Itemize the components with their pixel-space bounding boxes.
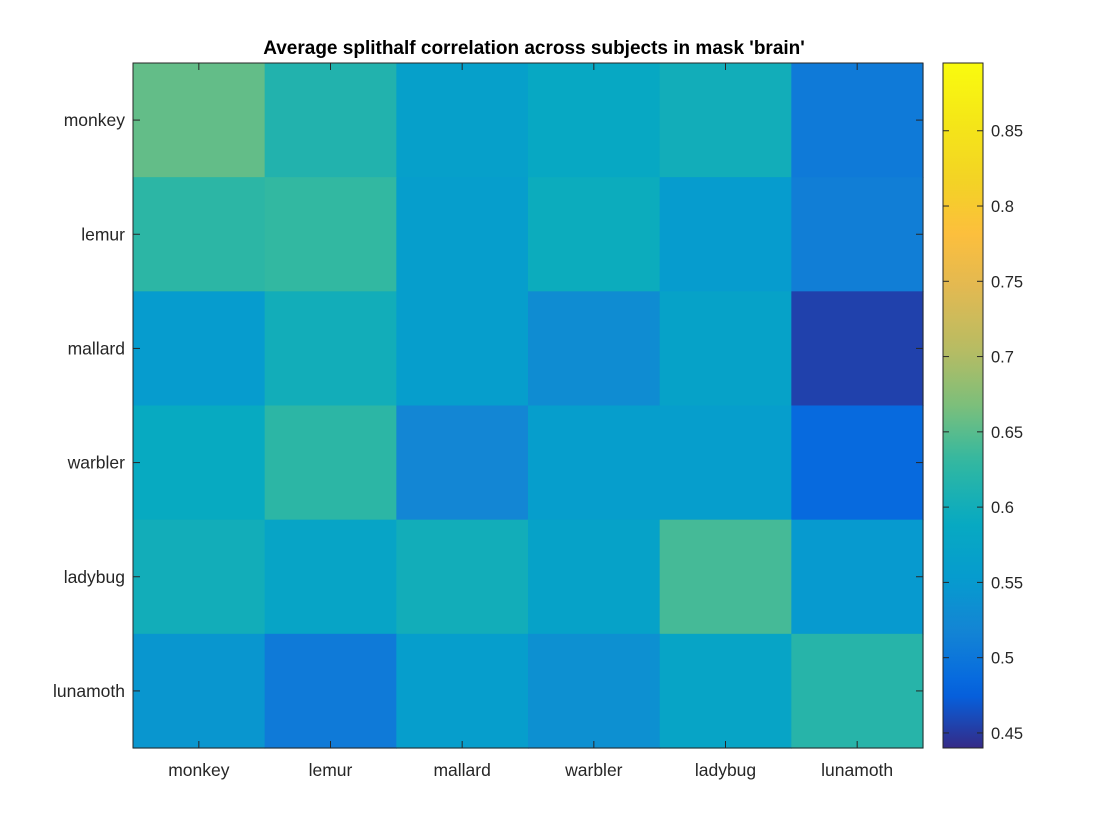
heatmap-cell	[791, 291, 924, 407]
plot-frame	[132, 62, 924, 749]
heatmap-cell	[133, 177, 266, 292]
y-tick-label: lunamoth	[53, 681, 125, 701]
colorbar-tick-label: 0.8	[991, 198, 1014, 216]
heatmap-cell	[133, 291, 266, 407]
heatmap-cell	[396, 63, 529, 178]
heatmap-cell	[133, 519, 266, 635]
colorbar-tick-label: 0.45	[991, 725, 1023, 743]
colorbar-tick-label: 0.5	[991, 650, 1014, 668]
colorbar-tick-label: 0.75	[991, 273, 1023, 291]
heatmap-cell	[264, 291, 397, 407]
colorbar-tick-label: 0.55	[991, 574, 1023, 592]
heatmap-cell	[791, 633, 924, 749]
x-tick-label: mallard	[433, 760, 490, 780]
heatmap-cell	[396, 405, 529, 521]
heatmap-cell	[659, 405, 792, 521]
heatmap-cell	[791, 63, 924, 178]
heatmap-cell	[528, 291, 661, 407]
colorbar	[943, 63, 983, 748]
colorbar-frame	[942, 62, 984, 749]
y-axis-ticks: monkey lemur mallard warbler ladybug lunamoth	[53, 110, 923, 701]
x-tick-label: lemur	[309, 760, 353, 780]
x-tick-label: ladybug	[695, 760, 756, 780]
heatmap-cell	[791, 519, 924, 635]
colorbar-tick-label: 0.85	[991, 123, 1023, 141]
x-axis-ticks: monkey lemur mallard warbler ladybug lunamoth	[168, 63, 893, 780]
heatmap-cell	[528, 519, 661, 635]
heatmap-cell	[133, 633, 266, 749]
heatmap-cell	[659, 519, 792, 635]
x-tick-label: monkey	[168, 760, 230, 780]
x-tick-label: lunamoth	[821, 760, 893, 780]
heatmap-cell	[264, 519, 397, 635]
x-tick-label: warbler	[564, 760, 623, 780]
heatmap-cell	[396, 291, 529, 407]
colorbar-tick-label: 0.7	[991, 349, 1014, 367]
heatmap-cell	[659, 63, 792, 178]
heatmap-cell	[396, 177, 529, 292]
heatmap-cell	[264, 405, 397, 521]
heatmap-cell	[528, 633, 661, 749]
heatmap-cells	[133, 63, 924, 749]
heatmap-cell	[396, 633, 529, 749]
heatmap-cell	[791, 177, 924, 292]
heatmap-cell	[659, 291, 792, 407]
heatmap-cell	[659, 633, 792, 749]
heatmap-cell	[133, 405, 266, 521]
y-tick-label: mallard	[68, 338, 125, 358]
heatmap-cell	[133, 63, 266, 178]
y-tick-label: monkey	[64, 110, 126, 130]
heatmap-cell	[791, 405, 924, 521]
colorbar-tick-label: 0.6	[991, 499, 1014, 517]
y-tick-label: lemur	[81, 224, 125, 244]
heatmap-cell	[264, 633, 397, 749]
chart-title: Average splithalf correlation across sub…	[263, 38, 805, 59]
heatmap-cell	[264, 177, 397, 292]
y-tick-label: warbler	[67, 453, 126, 473]
colorbar-tick-label: 0.65	[991, 424, 1023, 442]
heatmap-cell	[528, 177, 661, 292]
heatmap-cell	[264, 63, 397, 178]
heatmap-cell	[528, 405, 661, 521]
heatmap-cell	[528, 63, 661, 178]
heatmap-cell	[659, 177, 792, 292]
heatmap-cell	[396, 519, 529, 635]
colorbar-ticks: 0.45 0.5 0.55 0.6 0.65 0.7 0.75 0.8 0.85	[943, 123, 1023, 743]
y-tick-label: ladybug	[64, 567, 125, 587]
